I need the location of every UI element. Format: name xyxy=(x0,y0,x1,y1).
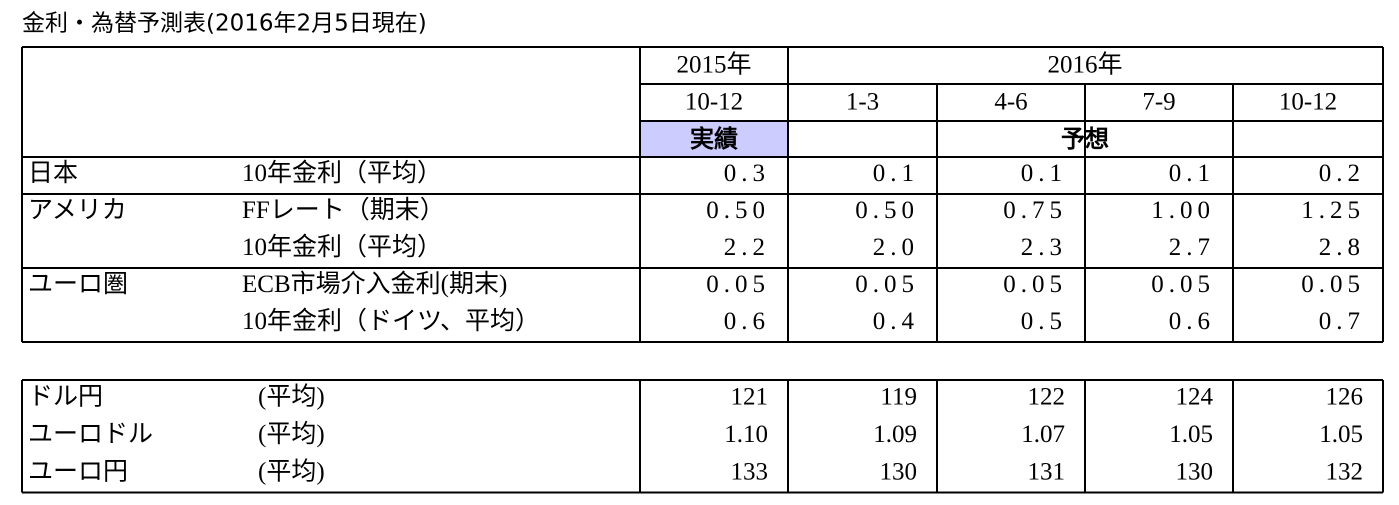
value-cell: 0.05 xyxy=(1301,271,1365,298)
value-cell: 1.00 xyxy=(1151,197,1215,224)
period-header: 10-12 xyxy=(1279,89,1337,116)
fx-note: (平均) xyxy=(258,382,325,410)
region-label: 日本 xyxy=(28,159,78,187)
row-label: 10年金利（平均） xyxy=(242,159,442,187)
fx-note: (平均) xyxy=(258,420,325,448)
value-cell: 0.75 xyxy=(1003,197,1067,224)
period-header: 7-9 xyxy=(1142,89,1175,116)
value-cell: 130 xyxy=(880,458,918,485)
value-cell: 0.6 xyxy=(1169,308,1215,335)
value-cell: 132 xyxy=(1326,458,1364,485)
value-cell: 0.1 xyxy=(1169,160,1215,187)
value-cell: 0.1 xyxy=(873,160,919,187)
value-cell: 0.05 xyxy=(1151,271,1215,298)
period-header: 10-12 xyxy=(685,89,743,116)
value-cell: 0.05 xyxy=(706,271,770,298)
value-cell: 0.05 xyxy=(855,271,919,298)
row-label: 10年金利（ドイツ、平均） xyxy=(242,307,540,335)
value-cell: 2.8 xyxy=(1319,234,1365,261)
value-cell: 133 xyxy=(731,458,769,485)
fx-label: ユーロ円 xyxy=(28,458,128,485)
value-cell: 2.0 xyxy=(873,234,919,261)
value-cell: 119 xyxy=(880,383,917,410)
year-header: 2016年 xyxy=(1047,51,1122,79)
value-cell: 0.4 xyxy=(873,308,919,335)
value-cell: 1.05 xyxy=(1169,421,1213,448)
value-cell: 1.25 xyxy=(1301,197,1365,224)
value-cell: 0.05 xyxy=(1003,271,1067,298)
row-label: ECB市場介入金利(期末) xyxy=(242,270,507,298)
actual-cell-fill xyxy=(641,122,787,156)
value-cell: 2.2 xyxy=(724,234,770,261)
value-cell: 0.7 xyxy=(1319,308,1365,335)
fx-label: ドル円 xyxy=(28,383,103,410)
value-cell: 1.09 xyxy=(873,421,917,448)
value-cell: 130 xyxy=(1176,458,1214,485)
value-cell: 0.50 xyxy=(855,197,919,224)
value-cell: 0.2 xyxy=(1319,160,1365,187)
value-cell: 131 xyxy=(1028,458,1066,485)
value-cell: 1.05 xyxy=(1319,421,1363,448)
value-cell: 0.3 xyxy=(724,160,770,187)
period-header: 4-6 xyxy=(994,89,1027,116)
table-title: 金利・為替予測表(2016年2月5日現在) xyxy=(22,11,427,37)
value-cell: 0.50 xyxy=(706,197,770,224)
period-header: 1-3 xyxy=(846,89,879,116)
fx-label: ユーロドル xyxy=(28,421,153,448)
region-label: アメリカ xyxy=(28,197,127,224)
fx-note: (平均) xyxy=(258,457,325,485)
value-cell: 126 xyxy=(1326,383,1364,410)
row-label: 10年金利（平均） xyxy=(242,233,442,261)
value-cell: 1.07 xyxy=(1021,421,1065,448)
value-cell: 0.5 xyxy=(1021,308,1067,335)
year-header: 2015年 xyxy=(676,51,751,79)
value-cell: 1.10 xyxy=(724,421,768,448)
row-label: FFレート（期末） xyxy=(242,196,445,224)
status-header: 実績 xyxy=(690,125,738,153)
value-cell: 0.1 xyxy=(1021,160,1067,187)
status-header: 予想 xyxy=(1061,125,1109,153)
value-cell: 0.6 xyxy=(724,308,770,335)
region-label: ユーロ圏 xyxy=(28,271,128,298)
value-cell: 122 xyxy=(1028,383,1066,410)
value-cell: 2.7 xyxy=(1169,234,1215,261)
value-cell: 2.3 xyxy=(1021,234,1067,261)
value-cell: 121 xyxy=(731,383,769,410)
value-cell: 124 xyxy=(1176,383,1214,410)
